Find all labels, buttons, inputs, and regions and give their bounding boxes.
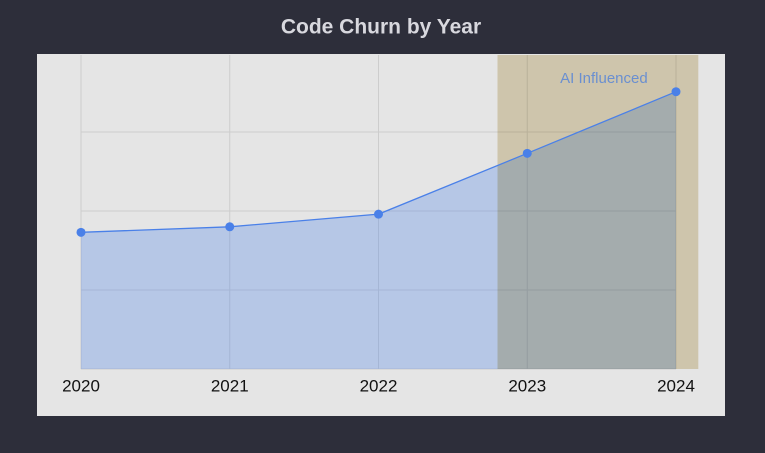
annotation: AI Influenced (560, 70, 648, 87)
point (225, 222, 235, 232)
point (374, 209, 383, 219)
plot: 2020 2021 2022 2023 2024 AI Influenced (62, 55, 699, 395)
point (76, 227, 86, 237)
point (522, 148, 532, 158)
x-tick-label: 2022 (360, 376, 398, 395)
chart-title: Code Churn by Year (281, 16, 481, 39)
x-tick-label: 2023 (508, 376, 546, 395)
x-tick-label: 2021 (211, 376, 249, 395)
x-tick-label: 2024 (657, 376, 695, 395)
highlight-region (497, 55, 699, 369)
point (671, 87, 681, 97)
x-tick-label: 2020 (62, 376, 100, 395)
